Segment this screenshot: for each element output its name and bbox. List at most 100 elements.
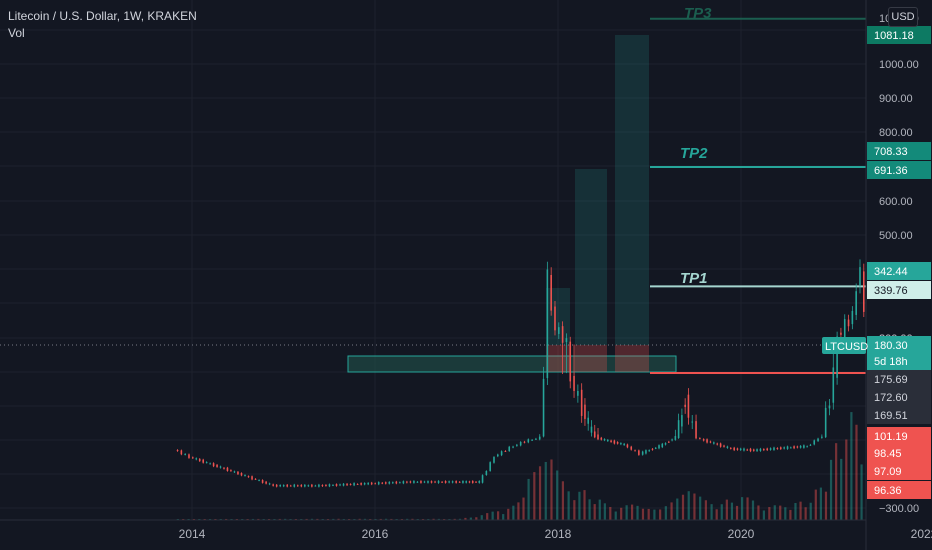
- price-tag-box: [867, 481, 931, 499]
- tp1-label: TP1: [680, 270, 708, 287]
- candle-body: [620, 443, 622, 445]
- volume-indicator-label[interactable]: Vol: [8, 26, 25, 40]
- candle-body: [623, 443, 625, 446]
- candle-body: [783, 447, 785, 449]
- volume-bar: [855, 424, 858, 520]
- candle-body: [806, 446, 808, 448]
- volume-bar: [278, 518, 281, 520]
- volume-bar: [809, 502, 812, 520]
- volume-bar: [225, 518, 228, 520]
- candle-body: [736, 448, 739, 450]
- candle-body: [198, 458, 201, 462]
- candle-body: [444, 481, 447, 483]
- candle-body: [360, 483, 362, 485]
- candle-body: [677, 420, 680, 439]
- candle-body: [293, 484, 296, 487]
- candle-body: [561, 326, 564, 343]
- candle-body: [523, 441, 526, 443]
- projection-loss-box: [615, 345, 649, 372]
- candle-body: [275, 484, 278, 487]
- volume-bar: [432, 518, 435, 520]
- candle-body: [367, 482, 369, 485]
- candle-body: [409, 481, 412, 483]
- volume-bar: [358, 518, 361, 520]
- candle-body: [773, 447, 775, 450]
- volume-bar: [819, 487, 822, 520]
- candle-body: [739, 448, 742, 451]
- volume-bar: [363, 518, 367, 520]
- volume-bar: [804, 507, 807, 520]
- volume-bar: [458, 518, 462, 520]
- candle-body: [840, 332, 842, 335]
- volume-bar: [693, 493, 696, 520]
- candle-body: [430, 481, 433, 483]
- currency-button[interactable]: USD: [888, 7, 918, 27]
- candle-body: [763, 449, 765, 451]
- candle-body: [399, 482, 401, 484]
- candle-body: [603, 439, 606, 441]
- volume-bar: [860, 464, 863, 520]
- candle-body: [427, 481, 429, 483]
- price-tag-label: 339.76: [874, 285, 908, 297]
- candle-body: [699, 438, 701, 440]
- time-axis: 20142016201820202022202420262028: [0, 519, 932, 541]
- candle-body: [691, 421, 694, 423]
- volume-bar: [746, 497, 749, 520]
- candle-body: [448, 481, 450, 483]
- candle-body: [307, 485, 310, 487]
- volume-bar: [664, 506, 667, 520]
- candle-body: [531, 439, 533, 441]
- volume-bar: [384, 518, 388, 520]
- candle-body: [668, 441, 670, 443]
- candle-body: [321, 485, 324, 487]
- candle-body: [593, 431, 596, 438]
- volume-bar: [670, 502, 673, 520]
- candle-body: [813, 440, 816, 445]
- candle-body: [318, 484, 320, 487]
- projection-profit-box: [546, 288, 570, 345]
- candle-body: [824, 407, 827, 438]
- volume-bar: [779, 505, 782, 520]
- candle-body: [756, 449, 758, 452]
- price-tag-label: 1081.18: [874, 30, 914, 42]
- candle-body: [468, 481, 471, 483]
- candle-body: [743, 448, 745, 451]
- candle-body: [311, 484, 313, 487]
- volume-bar: [829, 459, 833, 520]
- projection-profit-box: [615, 35, 649, 345]
- volume-bar: [845, 439, 848, 520]
- volume-bar: [715, 509, 718, 520]
- candle-body: [388, 481, 391, 484]
- chart-legend: Litecoin / U.S. Dollar, 1W, KRAKEN Vol: [8, 8, 197, 42]
- candle-body: [192, 457, 194, 459]
- candle-body: [451, 481, 454, 483]
- candle-body: [654, 447, 657, 449]
- candle-body: [779, 447, 782, 450]
- volume-bar: [824, 491, 828, 520]
- candle-body: [504, 451, 507, 453]
- candle-body: [304, 484, 306, 487]
- volume-bar: [835, 443, 838, 520]
- volume-bar: [710, 504, 713, 520]
- volume-bar: [538, 466, 542, 520]
- price-tag-box: [867, 427, 931, 445]
- candle-body: [268, 483, 271, 485]
- volume-bar: [469, 517, 472, 520]
- price-axis-tick: 500.00: [879, 230, 913, 242]
- volume-bar: [480, 515, 483, 520]
- volume-bar: [337, 518, 340, 520]
- candle-body: [233, 471, 236, 473]
- candle-body: [226, 467, 229, 472]
- projection-loss-box: [546, 345, 570, 372]
- volume-bar: [567, 491, 570, 520]
- candle-body: [600, 437, 603, 440]
- volume-bar: [762, 510, 765, 520]
- candle-body: [796, 446, 799, 448]
- volume-bar: [625, 505, 628, 520]
- candle-body: [851, 310, 854, 325]
- price-tag-label: 101.19: [874, 431, 908, 443]
- volume-bar: [305, 518, 308, 520]
- volume-bar: [773, 505, 776, 520]
- candle-body: [497, 454, 499, 457]
